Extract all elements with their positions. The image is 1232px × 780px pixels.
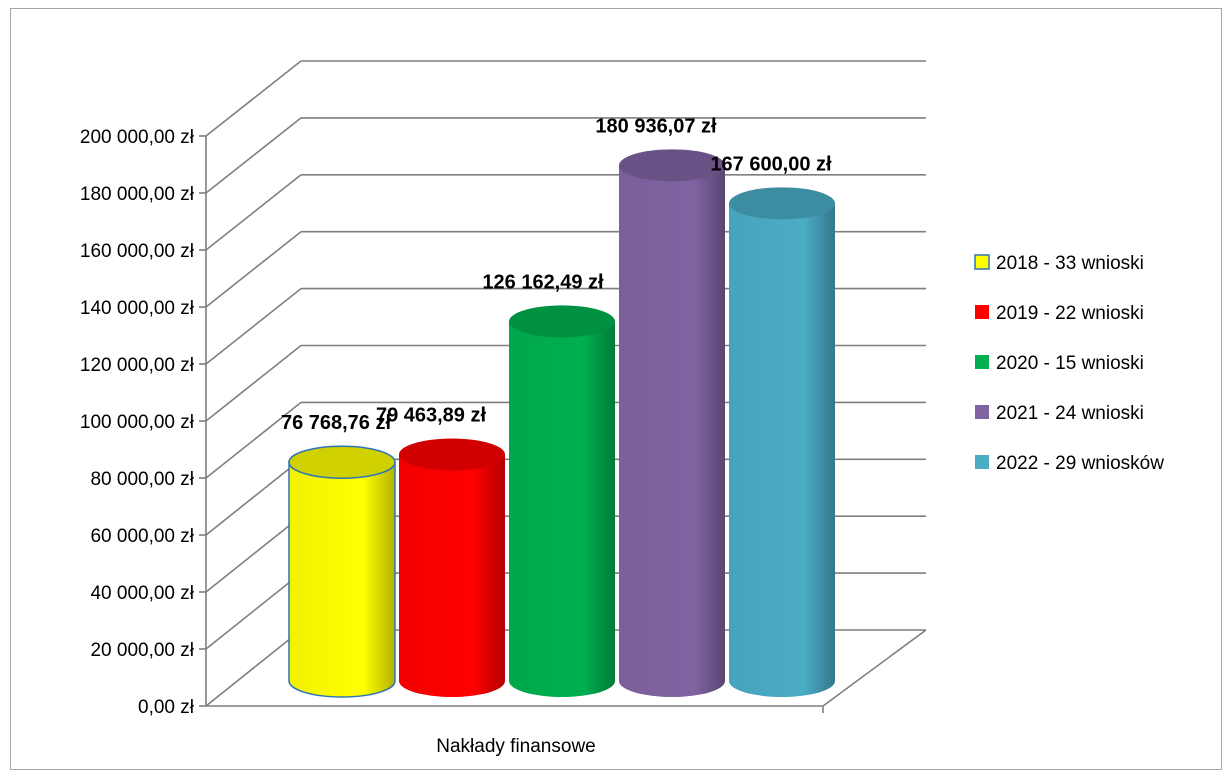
chart-legend: 2018 - 33 wnioski 2019 - 22 wnioski 2020 -… — [974, 253, 1164, 474]
bar-top — [729, 187, 835, 220]
y-tick-label: 80 000,00 zł — [90, 469, 194, 490]
data-label-3: 180 936,07 zł — [595, 115, 717, 137]
floor-right-edge — [822, 629, 927, 707]
y-tick-label: 100 000,00 zł — [80, 412, 195, 433]
data-label-0: 76 768,76 zł — [281, 412, 392, 434]
bar-body — [288, 461, 396, 698]
chart-svg: 0,00 zł 20 000,00 zł 40 000,00 zł 60 000,00… — [80, 60, 1164, 757]
gridline-side — [205, 515, 302, 593]
legend-swatch — [975, 455, 989, 469]
x-axis-categories: Nakłady finansowe — [436, 736, 595, 757]
y-tick-label: 140 000,00 zł — [80, 298, 195, 319]
gridline-side — [205, 629, 302, 707]
legend-swatch — [975, 405, 989, 419]
y-tick-label: 60 000,00 zł — [90, 526, 194, 547]
data-label-2: 126 162,49 zł — [482, 271, 604, 293]
bar-body — [619, 165, 725, 697]
legend-label: 2020 - 15 wnioski — [996, 353, 1144, 374]
bar-3 — [619, 149, 725, 697]
legend-label: 2019 - 22 wnioski — [996, 303, 1144, 324]
data-label-4: 167 600,00 zł — [710, 153, 832, 175]
y-tick-label: 180 000,00 zł — [80, 184, 195, 205]
y-tick-label: 160 000,00 zł — [80, 241, 195, 262]
gridline-side — [205, 174, 302, 251]
gridline-side — [205, 287, 302, 365]
bar-1 — [399, 438, 505, 697]
legend-item-1: 2019 - 22 wnioski — [975, 303, 1144, 324]
chart-bars — [288, 149, 835, 698]
legend-item-2: 2020 - 15 wnioski — [975, 353, 1144, 374]
legend-item-0: 2018 - 33 wnioski — [974, 253, 1144, 274]
legend-item-4: 2022 - 29 wniosków — [975, 453, 1164, 474]
x-category-label: Nakłady finansowe — [436, 736, 595, 757]
bar-top — [619, 149, 725, 182]
legend-label: 2018 - 33 wnioski — [996, 253, 1144, 274]
y-tick-label: 120 000,00 zł — [80, 355, 195, 376]
legend-label: 2022 - 29 wniosków — [996, 453, 1164, 474]
bar-body — [509, 321, 615, 697]
bar-body — [399, 454, 505, 697]
bar-0 — [288, 445, 396, 698]
legend-swatch — [975, 305, 989, 319]
gridline-side — [205, 458, 302, 536]
gridline-side — [205, 231, 302, 308]
legend-swatch — [974, 254, 990, 270]
data-label-1: 79 463,89 zł — [376, 405, 487, 427]
legend-label: 2021 - 24 wnioski — [996, 403, 1144, 424]
chart-frame: 0,00 zł 20 000,00 zł 40 000,00 zł 60 000,00… — [10, 8, 1222, 770]
bar-top — [509, 305, 615, 338]
legend-swatch — [975, 355, 989, 369]
y-axis-ticks: 0,00 zł 20 000,00 zł 40 000,00 zł 60 000,00… — [80, 127, 195, 718]
legend-item-3: 2021 - 24 wnioski — [975, 403, 1144, 424]
gridline-side — [205, 344, 302, 422]
gridline-side — [205, 117, 302, 194]
bar-top — [399, 438, 505, 471]
bar-top — [288, 445, 396, 479]
y-tick-label: 20 000,00 zł — [90, 640, 194, 661]
y-tick-label: 40 000,00 zł — [90, 583, 194, 604]
gridline-side — [205, 60, 302, 137]
bar-4 — [729, 187, 835, 697]
y-tick-label: 200 000,00 zł — [80, 127, 195, 148]
gridline-side — [205, 401, 302, 479]
gridline-side — [205, 572, 302, 650]
y-tick-label: 0,00 zł — [138, 697, 195, 718]
bar-body — [729, 203, 835, 697]
bar-2 — [509, 305, 615, 697]
